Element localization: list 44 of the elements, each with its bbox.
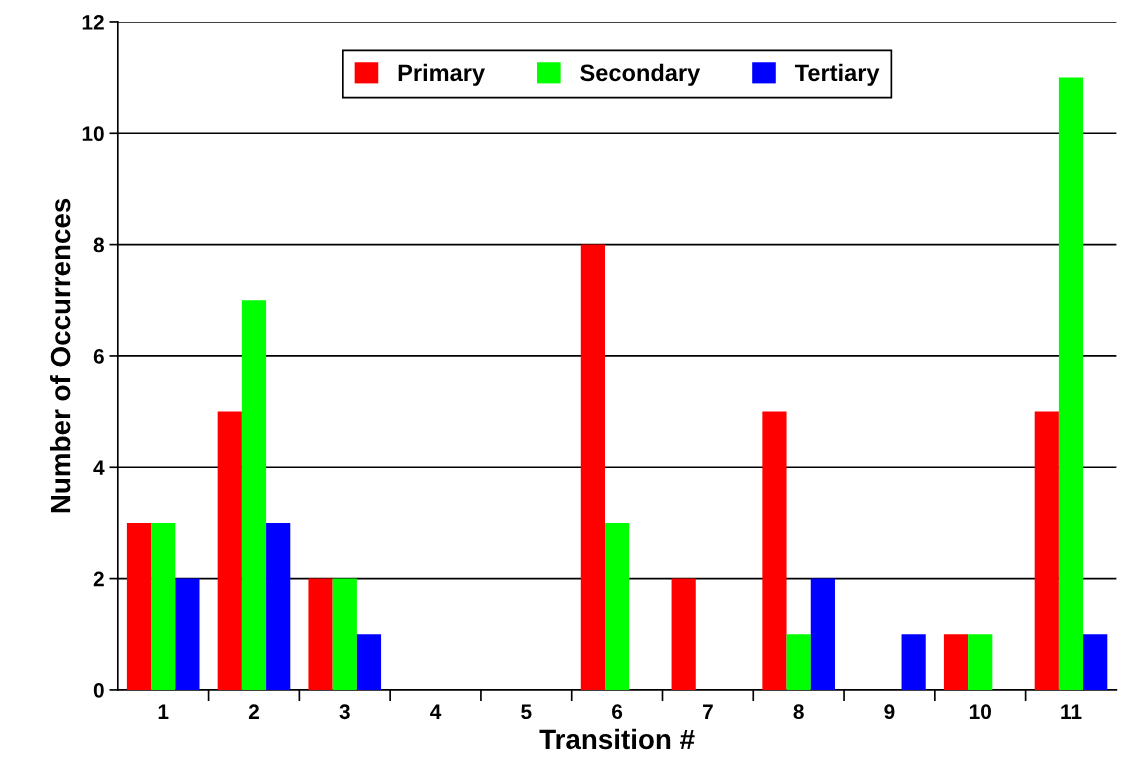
y-tick-label: 2: [93, 571, 104, 587]
legend-label: Tertiary: [794, 63, 880, 86]
bar: [308, 578, 333, 690]
x-tick-label: 8: [793, 704, 804, 720]
legend-label: Primary: [398, 63, 485, 86]
bar: [1058, 77, 1084, 690]
x-tick-label: 9: [884, 704, 895, 720]
bar: [332, 578, 357, 690]
bar: [671, 578, 696, 690]
legend-label: Secondary: [580, 63, 701, 86]
bar: [786, 634, 811, 690]
bar: [356, 634, 382, 690]
bar: [217, 411, 242, 690]
bar: [266, 522, 291, 690]
bar: [810, 578, 835, 690]
x-axis-title: Transition #: [539, 728, 695, 750]
x-tick-label: 2: [248, 704, 259, 719]
bar: [943, 634, 969, 690]
bar: [241, 300, 267, 690]
y-tick-label: 6: [93, 348, 104, 364]
bar: [968, 634, 993, 690]
x-tick-label: 4: [430, 704, 442, 719]
bar: [126, 522, 152, 690]
y-tick-label: 4: [93, 460, 105, 475]
x-tick-label: 3: [339, 704, 350, 720]
bar: [605, 522, 630, 690]
bar: [901, 634, 926, 690]
bar: [151, 522, 176, 690]
x-tick-label: 10: [969, 704, 991, 720]
y-axis-title: Number of Occurrences: [50, 198, 71, 513]
bar: [580, 244, 605, 690]
y-tick-label: 10: [82, 126, 104, 142]
bar: [1083, 634, 1108, 690]
x-tick-label: 7: [702, 704, 713, 719]
x-tick-label: 6: [612, 704, 623, 720]
x-tick-label: 11: [1061, 704, 1082, 719]
y-tick-label: 8: [93, 237, 104, 253]
x-tick-label: 5: [521, 704, 532, 720]
y-tick-label: 12: [82, 14, 104, 30]
bar: [1034, 411, 1059, 690]
bar: [762, 411, 787, 690]
y-tick-label: 0: [93, 682, 104, 698]
x-tick-label: 1: [158, 704, 169, 719]
bar: [175, 578, 200, 690]
